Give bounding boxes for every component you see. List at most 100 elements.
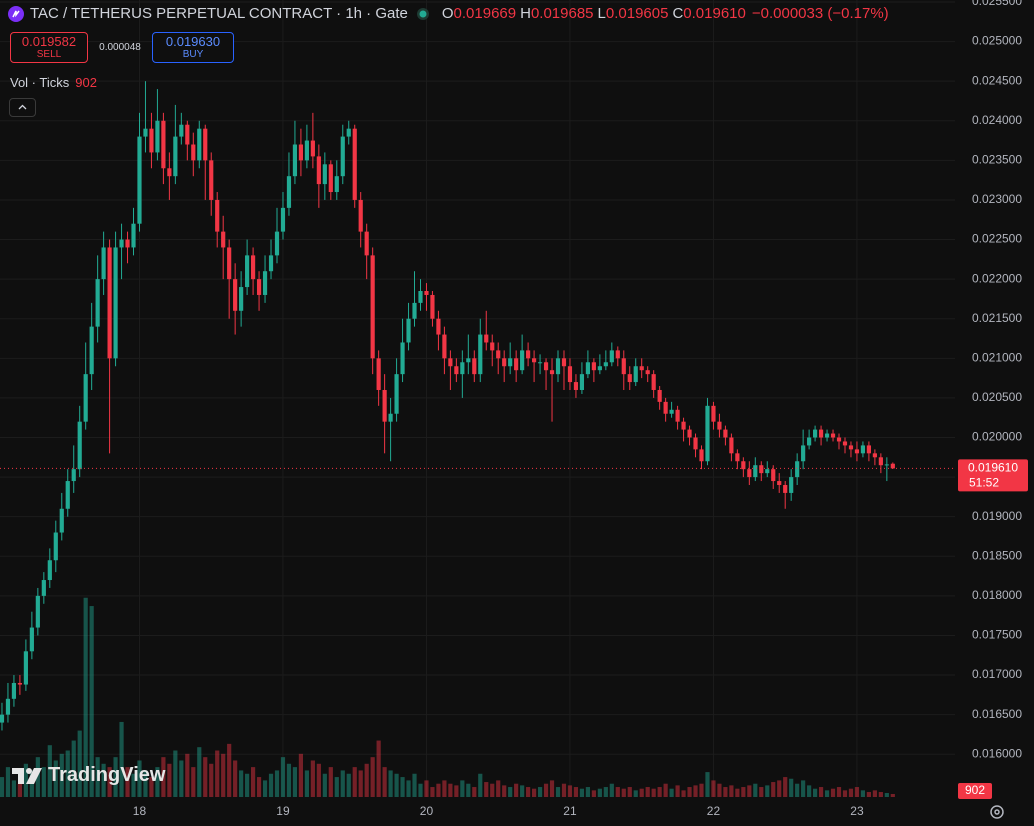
volume-bar xyxy=(818,787,824,797)
volume-bar xyxy=(310,760,315,797)
volume-bar xyxy=(406,780,411,797)
volume-tag xyxy=(958,783,992,800)
buy-price: 0.019630 xyxy=(165,34,221,49)
volume-bar xyxy=(0,777,5,797)
volume-bar xyxy=(412,773,417,797)
candle-body xyxy=(759,465,764,474)
candle-body xyxy=(783,485,788,493)
volume-bar xyxy=(573,787,579,797)
volume-bar xyxy=(651,788,656,797)
volume-pane xyxy=(0,597,895,797)
ohlc-key: L xyxy=(597,5,606,22)
x-tick-label: 18 xyxy=(133,804,147,818)
candle-body xyxy=(304,140,309,161)
volume-bar xyxy=(537,787,543,797)
collapse-button[interactable] xyxy=(9,98,36,117)
y-tick-label: 0.024000 xyxy=(972,113,1022,127)
volume-bar xyxy=(717,783,722,797)
candle-body xyxy=(35,595,40,628)
ohlc-value: 0.019669 xyxy=(453,5,517,22)
y-tick-label: 0.019000 xyxy=(972,509,1022,523)
candle-body xyxy=(233,279,238,311)
volume-bar xyxy=(472,787,477,797)
volume-bar xyxy=(765,785,770,797)
logo-mark xyxy=(12,767,42,784)
volume-bar xyxy=(17,783,23,797)
volume-bar xyxy=(418,783,423,797)
volume-bar xyxy=(274,770,280,797)
candle-body xyxy=(663,401,668,414)
volume-bar xyxy=(358,770,363,797)
volume-tag-label: 902 xyxy=(965,783,985,797)
buy-button[interactable]: 0.019630 BUY xyxy=(152,32,234,63)
candle-body xyxy=(173,136,178,177)
candle-body xyxy=(316,156,321,185)
settings-icon[interactable] xyxy=(990,805,1004,819)
candle-body xyxy=(280,207,286,232)
candle-body xyxy=(502,358,507,367)
volume-bar xyxy=(119,721,124,797)
candle-body xyxy=(310,140,315,157)
volume-bar xyxy=(5,767,11,797)
indicator-name[interactable]: Vol · Ticks xyxy=(10,75,70,90)
change: −0.000033 (−0.17%) xyxy=(751,5,889,22)
candle-body xyxy=(256,279,262,295)
volume-bar xyxy=(304,770,309,797)
candle-body xyxy=(872,453,877,458)
sell-button[interactable]: 0.019582 SELL xyxy=(10,32,88,63)
volume-bar xyxy=(113,757,118,797)
volume-bar xyxy=(531,788,537,797)
candle-body xyxy=(514,358,519,371)
candle-body xyxy=(245,255,250,288)
candle-body xyxy=(179,124,184,137)
volume-bar xyxy=(376,740,381,797)
candle-body xyxy=(490,342,495,351)
candle-body xyxy=(71,469,76,482)
volume-bar xyxy=(549,780,555,797)
volume-bar xyxy=(705,772,710,797)
volume-bar xyxy=(735,788,740,797)
volume-bar xyxy=(328,767,333,797)
candle-body xyxy=(627,374,632,383)
candle-body xyxy=(753,465,758,478)
candle-body xyxy=(747,469,752,478)
volume-bar xyxy=(603,787,608,797)
volume-bar xyxy=(466,783,471,797)
candle-body xyxy=(860,445,866,454)
volume-bar xyxy=(137,760,142,797)
ohlc-value: 0.019685 xyxy=(530,5,594,22)
volume-bar xyxy=(382,767,387,797)
volume-bar xyxy=(807,785,812,797)
volume-bar xyxy=(436,783,441,797)
volume-bar xyxy=(639,788,644,797)
volume-bar xyxy=(179,760,184,797)
candle-body xyxy=(340,136,345,177)
volume-bar xyxy=(561,783,567,797)
volume-bar xyxy=(663,783,668,797)
y-tick-label: 0.016500 xyxy=(972,707,1022,721)
symbol-title[interactable]: TAC / TETHERUS PERPETUAL CONTRACT · 1h ·… xyxy=(30,5,408,22)
volume-bar xyxy=(842,790,848,797)
volume-bar xyxy=(286,763,292,797)
indicator-value: 902 xyxy=(75,75,97,90)
x-tick-label: 21 xyxy=(563,804,577,818)
candle-body xyxy=(777,481,782,486)
candle-body xyxy=(597,366,602,371)
volume-bar xyxy=(185,753,190,797)
candle-body xyxy=(699,449,704,462)
candle-body xyxy=(526,350,531,359)
volume-bar xyxy=(496,780,501,797)
volume-bar xyxy=(388,770,393,797)
volume-bar xyxy=(35,757,40,797)
candle-body xyxy=(107,247,112,359)
candle-body xyxy=(711,405,716,422)
volume-bar xyxy=(848,788,854,797)
candle-body xyxy=(807,437,812,446)
volume-bar xyxy=(47,745,52,797)
candle-body xyxy=(478,334,483,375)
candle-body xyxy=(705,405,710,462)
volume-bar xyxy=(227,743,232,797)
volume-bar xyxy=(83,597,88,797)
volume-bar xyxy=(268,773,274,797)
candles xyxy=(0,81,955,731)
